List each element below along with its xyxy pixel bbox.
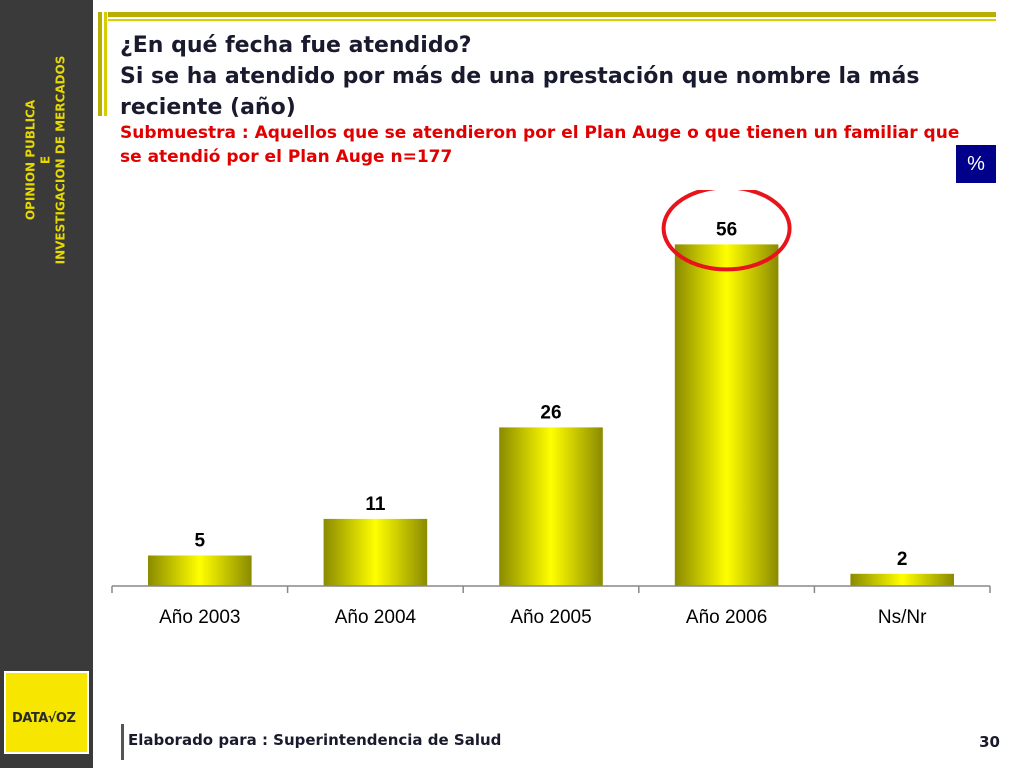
value-label: 11 <box>365 494 386 515</box>
bar-a-o-2005 <box>499 427 603 586</box>
sidebar-company-label: OPINION PUBLICA E INVESTIGACION DE MERCA… <box>24 56 69 265</box>
value-label: 26 <box>540 402 561 423</box>
category-label: Año 2006 <box>686 607 767 628</box>
category-label: Año 2003 <box>159 607 240 628</box>
sidebar-line-2: E <box>38 155 53 165</box>
value-label: 2 <box>897 549 908 570</box>
bar-a-o-2004 <box>323 518 428 586</box>
header-rule-thin <box>108 19 996 21</box>
highlight-circle <box>661 190 792 272</box>
value-label: 56 <box>716 219 737 240</box>
bar-a-o-2006 <box>674 244 779 586</box>
header-rule-thick <box>108 12 996 17</box>
datavoz-logo: DATA√OZ <box>4 671 89 754</box>
footer-rule <box>121 724 124 760</box>
category-label: Ns/Nr <box>878 607 927 628</box>
sidebar-line-1: OPINION PUBLICA <box>23 99 38 221</box>
sidebar: OPINION PUBLICA E INVESTIGACION DE MERCA… <box>0 0 93 768</box>
title-instruction: Si se ha atendido por más de una prestac… <box>120 64 920 120</box>
page-number: 30 <box>979 733 1000 751</box>
logo-text: DATA√OZ <box>12 711 76 726</box>
bar-a-o-2003 <box>147 555 252 586</box>
percent-badge: % <box>956 145 996 183</box>
slide-title: ¿En qué fecha fue atendido? Si se ha ate… <box>120 30 1000 123</box>
category-label: Año 2005 <box>510 607 591 628</box>
category-label: Año 2004 <box>335 607 417 628</box>
subsample-note: Submuestra : Aquellos que se atendieron … <box>120 123 960 167</box>
sidebar-line-3: INVESTIGACION DE MERCADOS <box>53 55 68 265</box>
bar-chart: 5 Año 2003 11 Año 2004 26 Año 2005 56 Año 2006 2… <box>111 190 991 628</box>
title-question: ¿En qué fecha fue atendido? <box>120 33 472 58</box>
value-label: 5 <box>195 531 206 552</box>
footer-credit: Elaborado para : Superintendencia de Sal… <box>128 731 502 749</box>
header-vertical-rule-thick <box>98 12 102 116</box>
bar-ns-nr <box>850 573 955 586</box>
header-vertical-rule-thin <box>104 12 107 116</box>
